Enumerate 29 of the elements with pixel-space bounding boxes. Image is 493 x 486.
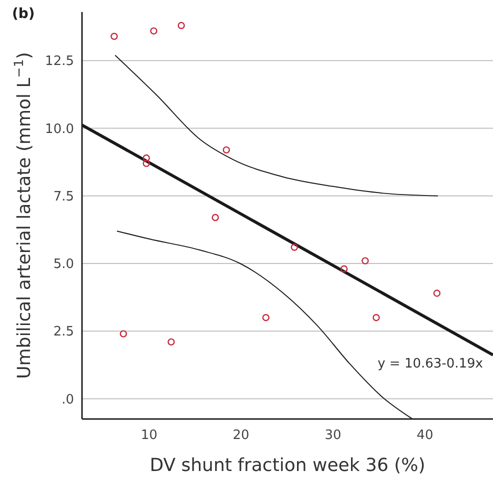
chart-title: (b) [12,6,35,22]
point [262,314,270,322]
point [142,160,150,168]
annotation: y = 10.63-0.19x [378,356,484,372]
point [212,214,219,222]
point [340,265,348,273]
point [222,146,230,154]
x-tick-label: 20 [232,428,250,443]
y-tick-label: 7.5 [53,189,74,204]
y-tick-label: 12.5 [45,54,74,70]
point [150,27,158,35]
point [362,257,369,264]
x-tick-label: 10 [140,428,158,443]
y-tick-label: .0 [62,392,74,408]
point [290,244,298,251]
point [110,32,118,40]
x-axis-title: DV shunt fraction week 36 (%) [150,455,426,476]
x-tick-label: 40 [416,428,434,443]
point [372,314,380,322]
y-tick-label: 10.0 [45,122,74,137]
y-tick-label: 2.5 [53,324,74,340]
point [142,154,150,162]
y-tick-label: 5.0 [53,257,74,272]
point [178,22,185,30]
point [168,338,175,346]
point [433,290,441,297]
x-tick-label: 30 [324,428,342,443]
line-series [114,54,438,196]
point [120,330,127,338]
